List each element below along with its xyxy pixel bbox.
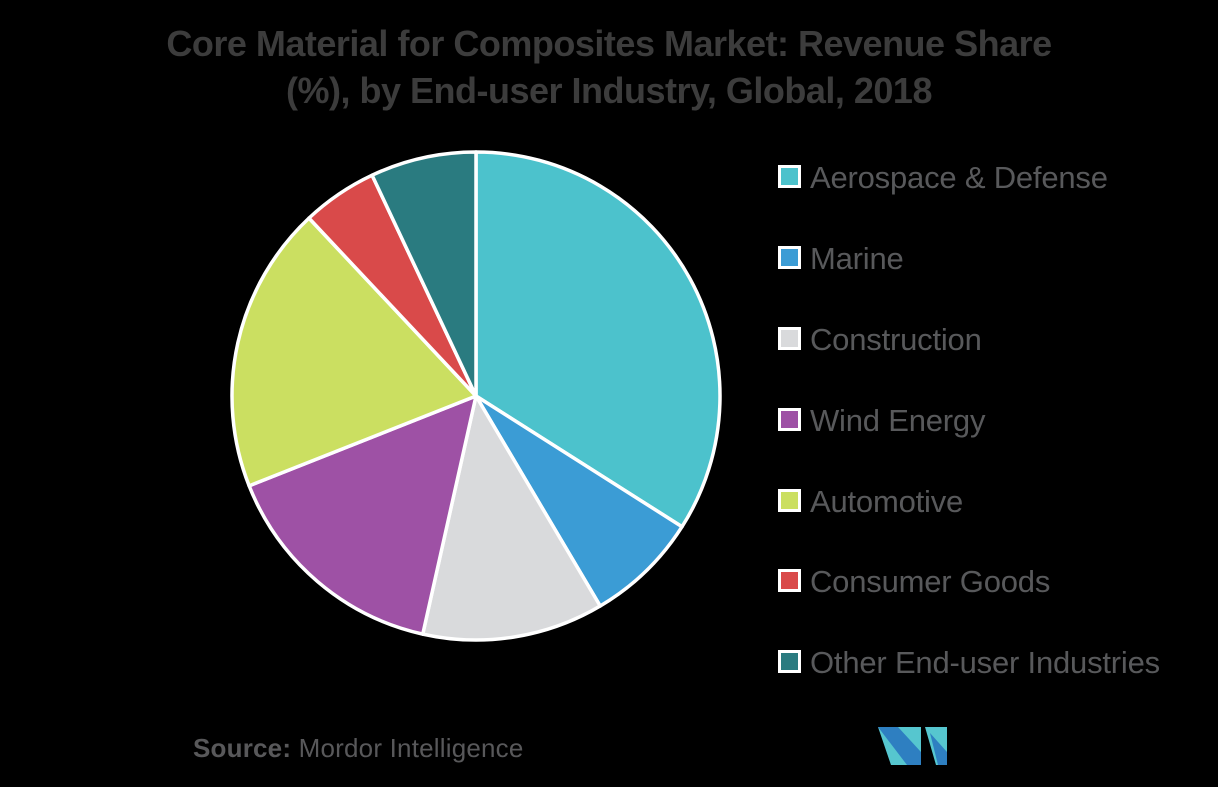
chart-title-line1: Core Material for Composites Market: Rev… xyxy=(166,23,1052,64)
legend-swatch-other-end-user-industries xyxy=(778,650,801,674)
pie-slice-2 xyxy=(421,394,602,642)
legend-label-aerospace-defense: Aerospace & Defense xyxy=(810,160,1108,195)
legend-swatch-consumer-goods xyxy=(778,569,801,593)
chart-title-line2: (%), by End-user Industry, Global, 2018 xyxy=(286,70,932,111)
pie-slice-6 xyxy=(370,150,478,398)
legend-swatch-marine xyxy=(778,245,801,269)
source-note: Source: Mordor Intelligence xyxy=(193,733,524,764)
legend-item-marine: Marine xyxy=(778,240,1160,324)
legend-label-wind-energy: Wind Energy xyxy=(810,402,986,438)
legend-item-other-end-user-industries: Other End-user Industries xyxy=(778,647,1160,728)
legend-label-other-end-user-industries: Other End-user Industries xyxy=(810,645,1160,681)
legend-swatch-automotive xyxy=(778,488,801,512)
legend-item-automotive: Automotive xyxy=(778,483,1160,567)
legend: Aerospace & Defense Marine Construction … xyxy=(778,162,1160,728)
legend-swatch-aerospace-defense xyxy=(778,165,801,188)
pie-chart-area xyxy=(228,148,724,644)
legend-label-construction: Construction xyxy=(810,321,982,357)
legend-label-marine: Marine xyxy=(810,240,904,276)
legend-item-wind-energy: Wind Energy xyxy=(778,402,1160,486)
legend-swatch-wind-energy xyxy=(778,407,801,431)
source-name: Mordor Intelligence xyxy=(291,733,524,763)
legend-item-construction: Construction xyxy=(778,321,1160,405)
pie-chart xyxy=(230,150,722,642)
chart-title: Core Material for Composites Market: Rev… xyxy=(0,20,1218,114)
legend-label-automotive: Automotive xyxy=(810,483,964,519)
pie-slice-1 xyxy=(474,394,684,608)
logo-m-blue-shape xyxy=(878,727,921,765)
logo-i-blue-shape xyxy=(930,733,947,765)
legend-item-aerospace-defense: Aerospace & Defense xyxy=(778,162,1160,243)
legend-item-consumer-goods: Consumer Goods xyxy=(778,566,1160,647)
pie-slice-4 xyxy=(230,216,478,488)
legend-swatch-construction xyxy=(778,326,801,350)
pie-slice-3 xyxy=(247,394,478,636)
mordor-intelligence-logo xyxy=(878,727,947,765)
source-prefix: Source: xyxy=(193,733,292,763)
legend-label-consumer-goods: Consumer Goods xyxy=(810,564,1051,600)
